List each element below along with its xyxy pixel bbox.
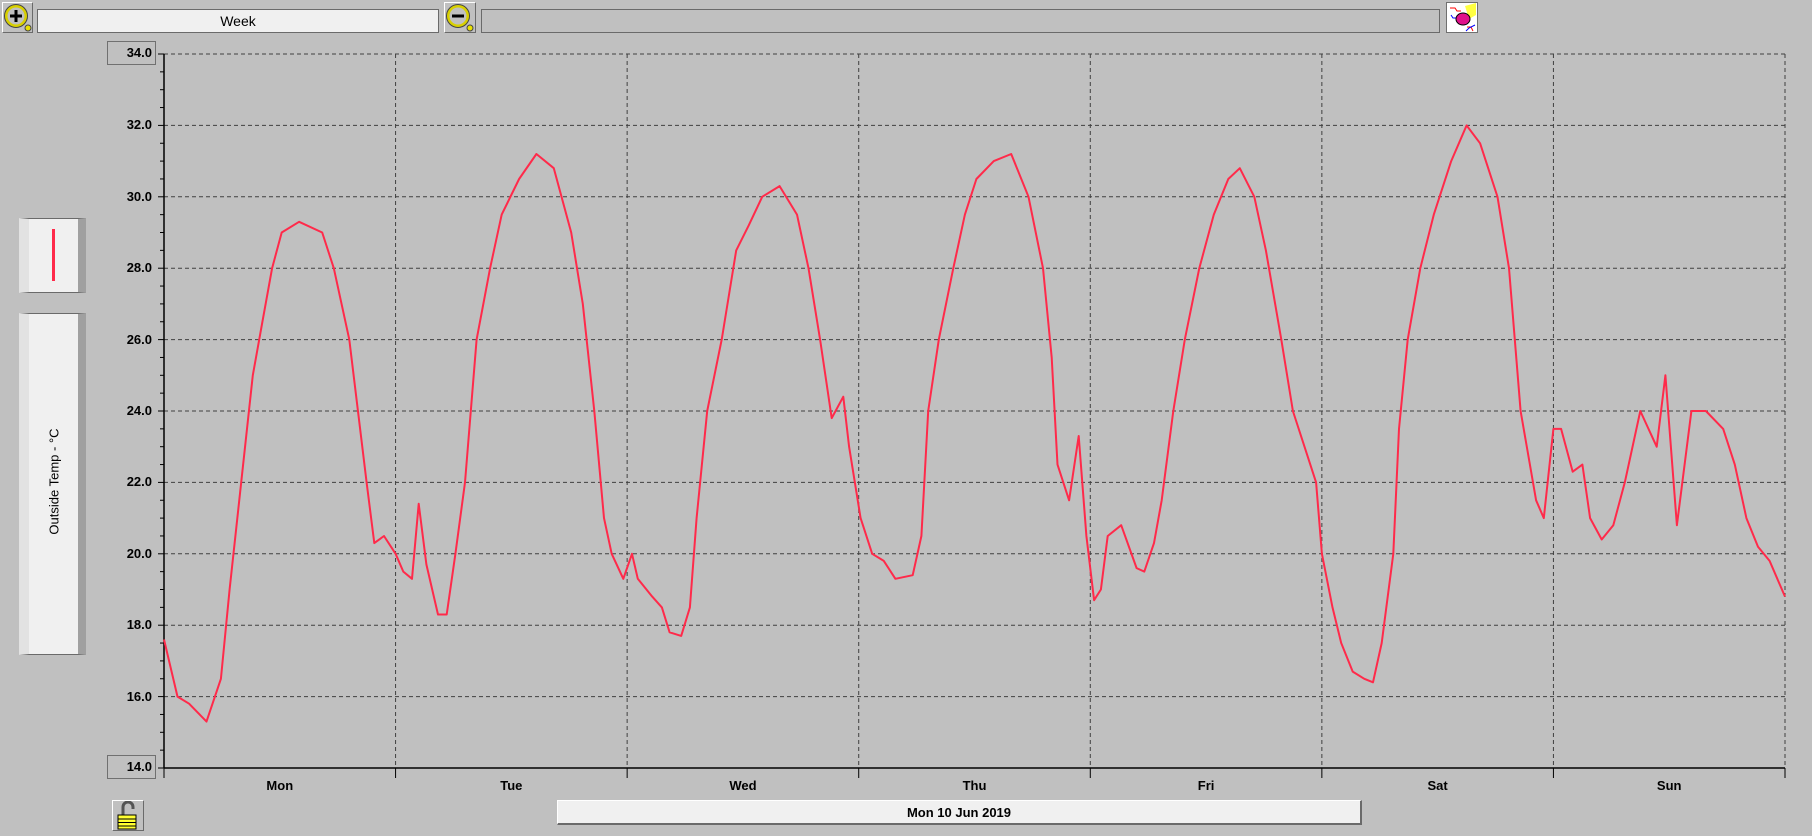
zoom-out-button[interactable] <box>444 2 476 33</box>
y-tick-label: 30.0 <box>126 188 152 204</box>
clear-button[interactable] <box>1446 2 1478 33</box>
legend-swatch-button[interactable] <box>19 218 86 293</box>
legend-series-button[interactable]: Outside Temp - °C <box>19 313 86 655</box>
y-tick-label: 32.0 <box>126 117 152 133</box>
y-tick-label: 14.0 <box>107 755 156 779</box>
period-selector[interactable]: Week <box>37 9 439 33</box>
x-tick-label-thu: Thu <box>962 778 987 793</box>
date-field[interactable]: Mon 10 Jun 2019 <box>557 800 1362 825</box>
y-tick-label: 26.0 <box>126 331 152 347</box>
x-tick-label-tue: Tue <box>500 778 523 793</box>
series-line-outside-temp <box>163 124 1786 723</box>
y-tick-label: 22.0 <box>126 474 152 490</box>
x-tick-label-fri: Fri <box>1197 778 1215 793</box>
y-tick-label: 34.0 <box>107 41 156 65</box>
padlock-open-icon <box>117 800 137 830</box>
magnifier-plus-icon <box>4 4 32 32</box>
lock-button[interactable] <box>112 800 144 831</box>
series-color-swatch <box>52 229 55 281</box>
range-field[interactable] <box>481 9 1440 33</box>
y-tick-label: 16.0 <box>126 688 152 704</box>
y-tick-label: 28.0 <box>126 260 152 276</box>
x-tick-label-sat: Sat <box>1427 778 1448 793</box>
temperature-chart <box>158 53 1786 778</box>
x-tick-label-wed: Wed <box>729 778 757 793</box>
y-tick-label: 24.0 <box>126 403 152 418</box>
magnifier-minus-icon <box>446 4 474 32</box>
x-tick-label-mon: Mon <box>266 778 294 793</box>
zoom-in-button[interactable] <box>2 2 33 33</box>
y-tick-label: 18.0 <box>126 617 152 633</box>
y-tick-label: 20.0 <box>126 545 152 561</box>
x-tick-label-sun: Sun <box>1656 778 1682 793</box>
eraser-icon <box>1450 3 1476 32</box>
